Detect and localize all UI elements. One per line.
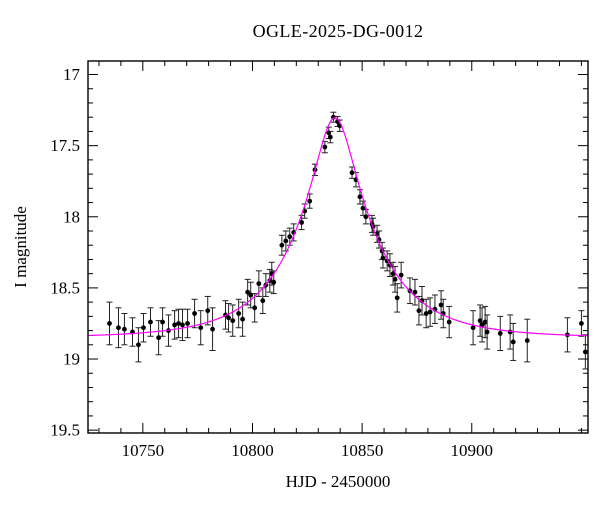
y-axis-label: I magnitude: [11, 206, 30, 288]
x-tick-label: 10850: [341, 441, 384, 460]
y-tick-label: 19.5: [50, 421, 80, 440]
y-tick-label: 18: [63, 207, 80, 226]
y-tick-label: 17.5: [50, 136, 80, 155]
x-axis-label: HJD - 2450000: [285, 472, 391, 491]
y-tick-label: 18.5: [50, 278, 80, 297]
x-tick-label: 10750: [122, 441, 165, 460]
x-tick-label: 10800: [231, 441, 274, 460]
chart-title: OGLE-2025-DG-0012: [252, 21, 424, 41]
y-tick-label: 19: [63, 350, 80, 369]
y-tick-label: 17: [63, 65, 81, 84]
x-tick-label: 10900: [451, 441, 494, 460]
